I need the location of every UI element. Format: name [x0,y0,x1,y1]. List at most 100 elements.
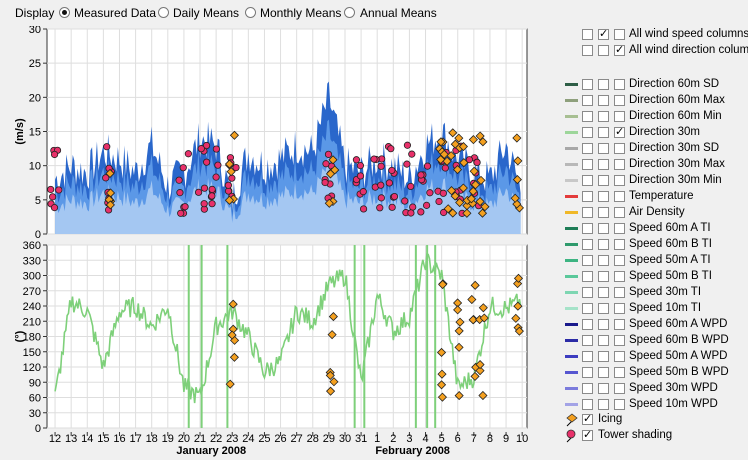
all-speed-check-1[interactable] [582,29,593,40]
legend-checkbox[interactable] [614,367,625,378]
legend-checkbox[interactable] [598,143,609,154]
all-direction-check-3[interactable] [614,43,625,56]
legend-checkbox[interactable] [582,191,593,202]
legend-checkbox[interactable] [582,319,593,330]
legend-checkbox[interactable] [614,207,625,218]
legend-checkbox[interactable] [614,287,625,298]
legend-checkbox[interactable] [598,271,609,282]
legend-checkbox[interactable] [598,383,609,394]
legend-checkbox[interactable] [582,111,593,122]
legend-checkbox[interactable] [598,191,609,202]
marker-checkbox[interactable] [582,428,593,441]
legend-checkbox[interactable] [582,287,593,298]
legend-checkbox[interactable] [598,111,609,122]
radio-measured-data[interactable] [59,7,70,18]
legend-checkbox[interactable] [598,207,609,218]
tower-shading-marker [377,181,385,189]
legend-checkbox[interactable] [582,175,593,186]
legend-checkbox[interactable] [582,399,593,410]
legend-checkbox[interactable] [614,175,625,186]
icing-marker [475,196,485,207]
x-tick-label: 17 [129,433,141,445]
tower-shading-marker [47,185,55,194]
legend-checkbox[interactable] [614,223,625,234]
radio-daily-means[interactable] [158,7,169,18]
legend-checkbox[interactable] [614,191,625,202]
legend-checkbox[interactable] [582,239,593,250]
legend-color-swatch [565,115,578,118]
legend-checkbox[interactable] [614,159,625,170]
icing-marker [470,371,480,381]
legend-checkbox[interactable] [614,271,625,282]
legend-checkbox[interactable] [582,127,593,138]
legend-checkbox[interactable] [582,143,593,154]
legend-checkbox[interactable] [614,79,625,90]
legend-checkbox[interactable] [582,207,593,218]
legend-checkbox[interactable] [598,367,609,378]
legend-checkbox[interactable] [614,255,625,266]
legend-row: Speed 30m WPD [564,381,748,397]
legend-checkbox[interactable] [582,95,593,106]
legend-checkbox[interactable] [614,335,625,346]
radio-annual-means[interactable] [344,7,355,18]
legend-checkbox[interactable] [582,303,593,314]
legend-label: Speed 50m A TI [629,254,711,266]
all-speed-check-2[interactable] [598,27,609,40]
radio-annual-means-label[interactable]: Annual Means [360,6,437,20]
legend-checkbox[interactable] [598,351,609,362]
radio-monthly-means-label[interactable]: Monthly Means [260,6,342,20]
x-tick-label: 21 [194,433,206,445]
legend-checkbox[interactable] [598,303,609,314]
tower-shading-marker [352,156,361,164]
legend-checkbox[interactable] [598,399,609,410]
legend-checkbox[interactable] [598,255,609,266]
legend-checkbox[interactable] [614,399,625,410]
legend-checkbox[interactable] [614,143,625,154]
legend-checkbox[interactable] [598,223,609,234]
legend-checkbox[interactable] [598,159,609,170]
legend-checkbox[interactable] [582,159,593,170]
legend-checkbox[interactable] [582,79,593,90]
legend-checkbox[interactable] [598,287,609,298]
y-tick-label: 10 [29,161,41,173]
legend-row: Speed 60m A TI [564,221,748,237]
icing-marker [476,175,486,185]
legend-checkbox[interactable] [614,319,625,330]
y-axis-label: (m/s) [15,118,26,145]
marker-checkbox[interactable] [582,412,593,425]
legend-checkbox[interactable] [582,351,593,362]
legend-checkbox[interactable] [598,335,609,346]
y-tick-label: 270 [23,286,41,298]
legend-row: Speed 60m B WPD [564,333,748,349]
legend-checkbox[interactable] [598,239,609,250]
all-direction-check-1[interactable] [582,45,593,56]
radio-daily-means-label[interactable]: Daily Means [173,6,240,20]
icing-marker [468,315,478,325]
legend-checkbox[interactable] [582,255,593,266]
legend-checkbox[interactable] [614,351,625,362]
y-tick-label: 20 [29,92,41,104]
radio-measured-data-label[interactable]: Measured Data [74,6,157,20]
legend-checkbox[interactable] [582,223,593,234]
all-direction-check-2[interactable] [598,45,609,56]
legend-checkbox[interactable] [582,271,593,282]
radio-monthly-means[interactable] [245,7,256,18]
legend-checkbox[interactable] [598,79,609,90]
legend-checkbox[interactable] [614,239,625,250]
legend-checkbox[interactable] [614,383,625,394]
legend-checkbox[interactable] [598,319,609,330]
legend-checkbox[interactable] [598,127,609,138]
legend-checkbox[interactable] [614,303,625,314]
legend-checkbox[interactable] [614,111,625,122]
legend-checkbox[interactable] [614,125,625,138]
all-speed-check-3[interactable] [614,29,625,40]
legend-color-swatch [565,275,578,278]
legend-checkbox[interactable] [598,175,609,186]
legend-checkbox[interactable] [582,335,593,346]
legend-checkbox[interactable] [598,95,609,106]
icing-marker [510,193,520,203]
legend-checkbox[interactable] [582,383,593,394]
legend-row: Speed 50m A WPD [564,349,748,365]
legend-checkbox[interactable] [582,367,593,378]
legend-checkbox[interactable] [614,95,625,106]
